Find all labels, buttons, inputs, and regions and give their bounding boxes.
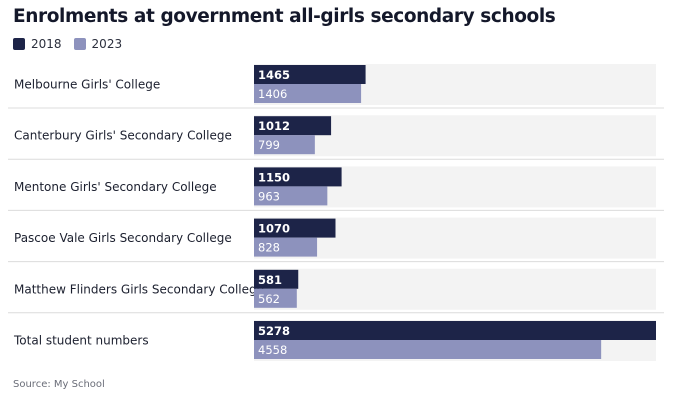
category-label: Mentone Girls' Secondary College bbox=[14, 180, 217, 194]
data-label-2023: 562 bbox=[258, 292, 280, 306]
bar-2018 bbox=[254, 116, 332, 136]
bar-2023 bbox=[254, 340, 602, 359]
bar-2023 bbox=[254, 135, 315, 155]
legend-item-2018: 2018 bbox=[13, 37, 62, 51]
legend-label-2023: 2023 bbox=[91, 37, 123, 51]
data-label-2018: 1465 bbox=[258, 68, 290, 82]
bar-2023 bbox=[254, 186, 328, 206]
bar-2018 bbox=[254, 218, 336, 238]
legend-label-2018: 2018 bbox=[31, 37, 62, 51]
bar-track bbox=[254, 268, 656, 310]
category-label: Matthew Flinders Girls Secondary College bbox=[14, 282, 264, 296]
data-label-2023: 799 bbox=[258, 138, 280, 152]
data-label-2018: 1012 bbox=[258, 119, 290, 133]
bar-2018 bbox=[254, 65, 366, 84]
bar-2023 bbox=[254, 288, 297, 308]
row-melbourne-girls-college: Melbourne Girls' College 1465 1406 bbox=[8, 64, 664, 109]
data-label-2018: 1070 bbox=[258, 222, 290, 236]
category-label: Pascoe Vale Girls Secondary College bbox=[14, 231, 232, 245]
legend-item-2023: 2023 bbox=[73, 37, 123, 51]
bar-2023 bbox=[254, 84, 362, 103]
bar-2023 bbox=[254, 237, 318, 257]
row-canterbury-girls-secondary-college: Canterbury Girls' Secondary College 1012 7… bbox=[8, 115, 664, 160]
row-matthew-flinders-girls-secondary-college: Matthew Flinders Girls Secondary College… bbox=[8, 268, 664, 314]
chart-title: Enrolments at government all-girls secon… bbox=[13, 6, 556, 27]
row-pascoe-vale-girls-secondary-college: Pascoe Vale Girls Secondary College 1070 8… bbox=[8, 217, 664, 263]
row-total-student-numbers: Total student numbers 5278 4558 bbox=[13, 320, 656, 361]
category-label: Total student numbers bbox=[13, 334, 149, 348]
data-label-2023: 4558 bbox=[258, 343, 287, 357]
bar-2018 bbox=[254, 321, 656, 340]
legend: 2018 2023 bbox=[13, 37, 134, 51]
category-label: Canterbury Girls' Secondary College bbox=[14, 129, 232, 143]
bar-2018 bbox=[254, 167, 342, 187]
category-label: Melbourne Girls' College bbox=[14, 78, 160, 92]
legend-swatch-2023 bbox=[73, 38, 86, 50]
data-label-2023: 963 bbox=[258, 189, 280, 203]
bar-2018 bbox=[254, 269, 299, 289]
data-label-2018: 5278 bbox=[258, 324, 290, 338]
data-label-2023: 1406 bbox=[258, 87, 287, 101]
data-label-2018: 581 bbox=[258, 273, 282, 287]
row-mentone-girls-secondary-college: Mentone Girls' Secondary College 1150 963 bbox=[8, 166, 664, 211]
legend-swatch-2018 bbox=[13, 38, 25, 50]
data-label-2018: 1150 bbox=[258, 170, 290, 184]
data-label-2023: 828 bbox=[258, 241, 280, 255]
source-note: Source: My School bbox=[13, 379, 105, 390]
